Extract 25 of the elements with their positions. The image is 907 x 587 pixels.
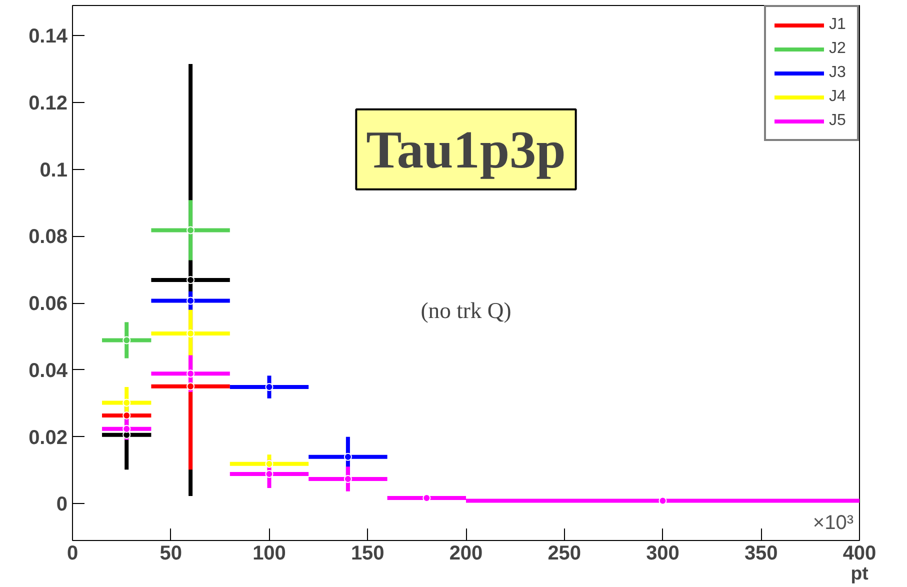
legend-label: J1 xyxy=(829,16,847,34)
x-tick-label: 150 xyxy=(350,542,384,564)
y-tick-label: 0.1 xyxy=(40,159,68,182)
y-tick-label: 0.14 xyxy=(28,26,68,48)
annotation: Tau1p3p xyxy=(366,119,566,180)
legend-label: J2 xyxy=(829,40,847,58)
legend-label: J3 xyxy=(829,64,847,82)
legend-label: J4 xyxy=(829,88,847,106)
x-tick-label: 50 xyxy=(160,542,182,564)
annotation: ×10³ xyxy=(812,512,854,534)
x-tick-label: 100 xyxy=(252,542,286,564)
y-tick-label: 0.02 xyxy=(28,426,68,449)
y-tick-label: 0.06 xyxy=(28,293,68,316)
x-tick-label: 200 xyxy=(449,542,483,564)
x-tick-label: 400 xyxy=(842,542,876,564)
x-axis-title: pt xyxy=(850,562,868,584)
y-tick-label: 0.04 xyxy=(28,360,68,382)
x-tick-label: 250 xyxy=(548,542,582,564)
y-tick-label: 0.12 xyxy=(28,92,68,114)
y-tick-label: 0.08 xyxy=(28,226,68,248)
annotation: (no trk Q) xyxy=(420,298,512,324)
x-tick-label: 350 xyxy=(744,542,778,564)
y-tick-label: 0 xyxy=(56,494,68,516)
legend-label: J5 xyxy=(829,112,847,130)
x-tick-label: 300 xyxy=(646,542,680,564)
